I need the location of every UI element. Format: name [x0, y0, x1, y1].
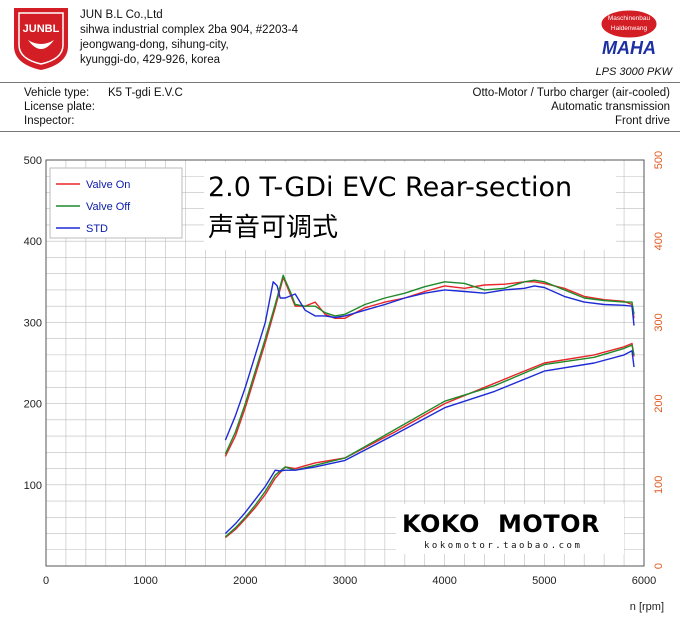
- y-tick-label: 400: [24, 236, 42, 248]
- x-tick-label: 4000: [432, 575, 456, 587]
- y2-tick-label: 400: [653, 232, 665, 250]
- overlay-title: 2.0 T-GDi EVC Rear-section: [208, 172, 572, 203]
- chart-series: [224, 274, 635, 539]
- series-power-valve-on: [224, 342, 635, 539]
- vehicle-type-label: Vehicle type:: [24, 87, 90, 99]
- report-header: JUNBL JUN B.L Co.,Ltd sihwa industrial c…: [0, 0, 680, 82]
- transmission-type: Automatic transmission: [551, 101, 670, 113]
- brand-right: MOTOR: [498, 510, 600, 538]
- address-line-3: kyunggi-do, 429-926, korea: [80, 54, 221, 66]
- legend-valve-off: Valve Off: [86, 201, 131, 213]
- header-divider: [0, 82, 680, 83]
- maha-text: MAHA: [602, 38, 656, 58]
- overlay-subtitle: 声音可调式: [208, 213, 338, 243]
- legend-std: STD: [86, 223, 108, 235]
- y-tick-label: 300: [24, 317, 42, 329]
- brand-left: KOKO: [402, 510, 480, 538]
- dyno-model: LPS 3000 PKW: [595, 66, 672, 78]
- x-tick-label: 1000: [133, 575, 157, 587]
- drive-type: Front drive: [615, 115, 670, 127]
- y2-tick-label: 200: [653, 394, 665, 412]
- inspector-label: Inspector:: [24, 115, 75, 127]
- maha-logo: Maschinenbau Haldenwang MAHA: [600, 9, 658, 58]
- x-tick-label: 2000: [233, 575, 257, 587]
- y2-tick-label: 100: [653, 476, 665, 494]
- y-tick-label: 100: [24, 480, 42, 492]
- engine-type: Otto-Motor / Turbo charger (air-cooled): [472, 87, 671, 99]
- left-y-ticks: 100 200 300 400 500: [24, 155, 42, 492]
- series-torque-std: [224, 281, 635, 441]
- address-line-1: sihwa industrial complex 2ba 904, #2203-…: [80, 24, 298, 36]
- maha-bottom-text: Haldenwang: [611, 25, 648, 32]
- y2-tick-label: 300: [653, 313, 665, 331]
- maha-top-text: Maschinenbau: [608, 15, 651, 22]
- company-name: JUN B.L Co.,Ltd: [80, 9, 163, 21]
- y-tick-label: 200: [24, 399, 42, 411]
- series-power-valve-off: [224, 344, 635, 538]
- series-power-std: [224, 350, 635, 535]
- x-tick-label: 3000: [333, 575, 357, 587]
- info-divider: [0, 131, 680, 132]
- address-line-2: jeongwang-dong, sihung-city,: [80, 39, 229, 51]
- x-ticks: 0 1000 2000 3000 4000 5000 6000: [43, 575, 656, 587]
- y2-tick-label: 500: [653, 151, 665, 169]
- logo-text: JUNBL: [23, 23, 60, 35]
- plot-frame: [45, 159, 645, 567]
- series-torque-valve-on: [224, 277, 635, 457]
- y-tick-label: 500: [24, 155, 42, 167]
- y2-tick-label: 0: [653, 563, 665, 569]
- junbl-logo: JUNBL: [14, 8, 68, 70]
- x-tick-label: 5000: [532, 575, 556, 587]
- vehicle-type-value: K5 T-gdi E.V.C: [108, 87, 183, 99]
- x-axis-label: n [rpm]: [630, 601, 664, 613]
- x-tick-label: 0: [43, 575, 49, 587]
- right-y-ticks: 0 100 200 300 400 500: [653, 151, 665, 569]
- legend-valve-on: Valve On: [86, 179, 130, 191]
- license-plate-label: License plate:: [24, 101, 95, 113]
- brand-url: kokomotor.taobao.com: [424, 541, 582, 551]
- chart-legend: Valve On Valve Off STD: [49, 167, 183, 239]
- x-tick-label: 6000: [632, 575, 656, 587]
- series-torque-valve-off: [224, 274, 635, 455]
